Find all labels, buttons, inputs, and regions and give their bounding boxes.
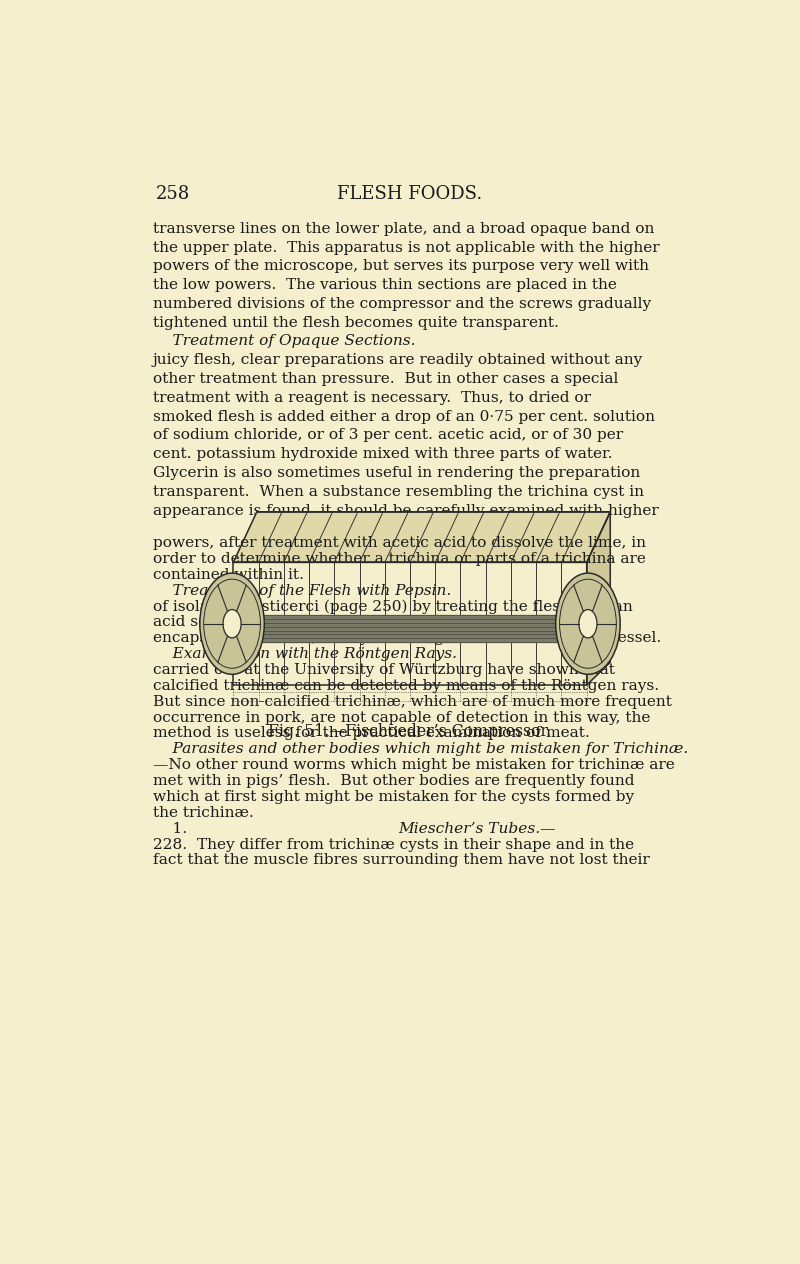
Text: numbered divisions of the compressor and the screws gradually: numbered divisions of the compressor and… <box>153 297 651 311</box>
Circle shape <box>556 573 620 674</box>
Text: But since non-calcified trichinæ, which are of much more frequent: But since non-calcified trichinæ, which … <box>153 695 671 709</box>
Text: 258: 258 <box>156 185 190 202</box>
Text: encapsuled trichinæ, the cysts falling to the bottom of the vessel.: encapsuled trichinæ, the cysts falling t… <box>153 631 661 646</box>
Text: Glycerin is also sometimes useful in rendering the preparation: Glycerin is also sometimes useful in ren… <box>153 466 640 480</box>
Circle shape <box>200 573 264 674</box>
Text: Miescher’s Tubes.—: Miescher’s Tubes.— <box>398 822 556 836</box>
Polygon shape <box>234 616 586 642</box>
Circle shape <box>579 609 597 638</box>
Text: —No other round worms which might be mistaken for trichinæ are: —No other round worms which might be mis… <box>153 758 674 772</box>
Text: of sodium chloride, or of 3 per cent. acetic acid, or of 30 per: of sodium chloride, or of 3 per cent. ac… <box>153 428 623 442</box>
Text: transverse lines on the lower plate, and a broad opaque band on: transverse lines on the lower plate, and… <box>153 221 654 236</box>
Text: the low powers.  The various thin sections are placed in the: the low powers. The various thin section… <box>153 278 617 292</box>
Text: Treatment of Opaque Sections.: Treatment of Opaque Sections. <box>153 335 415 349</box>
Text: powers, after treatment with acetic acid to dissolve the lime, in: powers, after treatment with acetic acid… <box>153 536 646 550</box>
Text: FLESH FOODS.: FLESH FOODS. <box>338 185 482 202</box>
Text: 1.: 1. <box>153 822 197 836</box>
Text: of isolating cysticerci (page 250) by treating the flesh with an: of isolating cysticerci (page 250) by tr… <box>153 599 633 614</box>
Text: other treatment than pressure.  But in other cases a special: other treatment than pressure. But in ot… <box>153 372 618 386</box>
Polygon shape <box>586 512 610 685</box>
Text: Fig. 51.—Fischoeder’s Compressor.: Fig. 51.—Fischoeder’s Compressor. <box>268 723 552 739</box>
Text: smoked flesh is added either a drop of an 0·75 per cent. solution: smoked flesh is added either a drop of a… <box>153 410 654 423</box>
Text: transparent.  When a substance resembling the trichina cyst in: transparent. When a substance resembling… <box>153 484 644 499</box>
Text: powers of the microscope, but serves its purpose very well with: powers of the microscope, but serves its… <box>153 259 649 273</box>
Text: juicy flesh, clear preparations are readily obtained without any: juicy flesh, clear preparations are read… <box>153 353 643 368</box>
Text: carried out at the University of Würtzburg have shown that: carried out at the University of Würtzbu… <box>153 664 614 678</box>
Text: fact that the muscle fibres surrounding them have not lost their: fact that the muscle fibres surrounding … <box>153 853 650 867</box>
Circle shape <box>223 609 241 638</box>
Polygon shape <box>234 512 610 562</box>
Text: method is useless for the practical examination of meat.: method is useless for the practical exam… <box>153 727 590 741</box>
Text: order to determine whether a trichina or parts of a trichina are: order to determine whether a trichina or… <box>153 552 646 566</box>
Text: Examination with the Röntgen Rays.: Examination with the Röntgen Rays. <box>153 647 457 661</box>
Text: the upper plate.  This apparatus is not applicable with the higher: the upper plate. This apparatus is not a… <box>153 240 659 254</box>
Text: treatment with a reagent is necessary.  Thus, to dried or: treatment with a reagent is necessary. T… <box>153 391 590 404</box>
Text: the trichinæ.: the trichinæ. <box>153 806 254 820</box>
Text: acid solution of pepsin is also applicable to the detection of: acid solution of pepsin is also applicab… <box>153 616 614 629</box>
Text: occurrence in pork, are not capable of detection in this way, the: occurrence in pork, are not capable of d… <box>153 710 650 724</box>
Text: appearance is found, it should be carefully examined with higher: appearance is found, it should be carefu… <box>153 503 658 517</box>
Text: Treatment of the Flesh with Pepsin.: Treatment of the Flesh with Pepsin. <box>153 584 451 598</box>
Text: met with in pigs’ flesh.  But other bodies are frequently found: met with in pigs’ flesh. But other bodie… <box>153 774 634 787</box>
Text: cent. potassium hydroxide mixed with three parts of water.: cent. potassium hydroxide mixed with thr… <box>153 447 612 461</box>
Text: contained within it.: contained within it. <box>153 568 304 581</box>
Text: Parasites and other bodies which might be mistaken for Trichinæ.: Parasites and other bodies which might b… <box>153 742 688 756</box>
Text: calcified trichinæ can be detected by means of the Röntgen rays.: calcified trichinæ can be detected by me… <box>153 679 659 693</box>
Polygon shape <box>234 562 586 685</box>
Text: tightened until the flesh becomes quite transparent.: tightened until the flesh becomes quite … <box>153 316 558 330</box>
Text: which at first sight might be mistaken for the cysts formed by: which at first sight might be mistaken f… <box>153 790 634 804</box>
Text: 228.  They differ from trichinæ cysts in their shape and in the: 228. They differ from trichinæ cysts in … <box>153 838 634 852</box>
